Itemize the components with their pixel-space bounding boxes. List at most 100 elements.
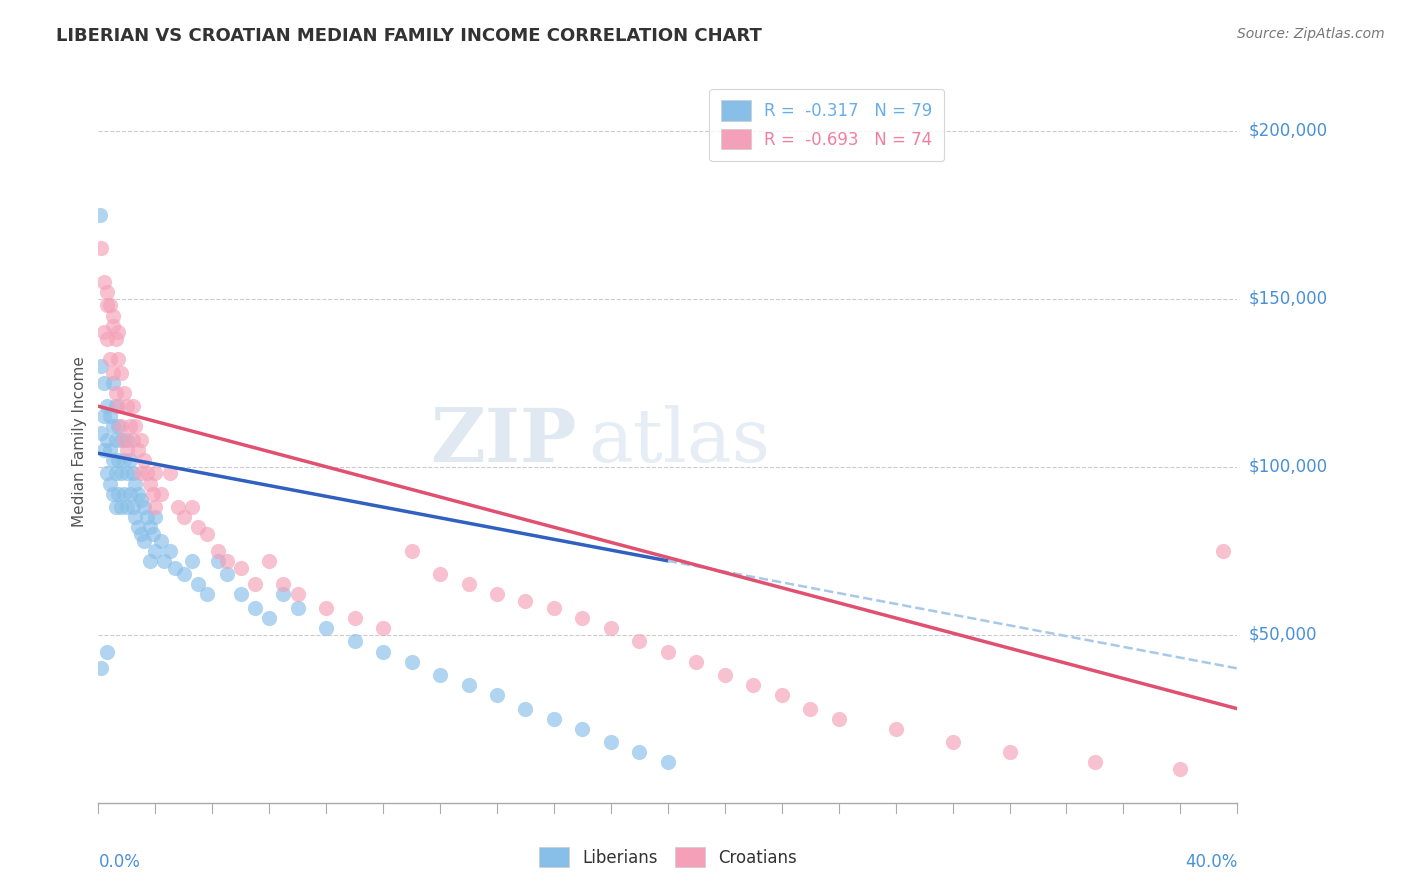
Point bbox=[600, 621, 623, 635]
Point bbox=[287, 600, 309, 615]
Point bbox=[93, 409, 115, 424]
Point bbox=[104, 332, 127, 346]
Point bbox=[98, 442, 121, 457]
Point bbox=[124, 419, 146, 434]
Point bbox=[98, 476, 121, 491]
Point bbox=[104, 385, 127, 400]
Text: $200,000: $200,000 bbox=[1249, 121, 1327, 140]
Point bbox=[135, 510, 157, 524]
Point bbox=[127, 520, 149, 534]
Point bbox=[129, 467, 152, 481]
Point bbox=[118, 453, 141, 467]
Point bbox=[145, 500, 167, 514]
Text: $50,000: $50,000 bbox=[1249, 626, 1317, 644]
Point bbox=[112, 486, 135, 500]
Point bbox=[138, 476, 160, 491]
Point bbox=[96, 298, 118, 312]
Point bbox=[1170, 762, 1192, 776]
Point bbox=[115, 399, 138, 413]
Point bbox=[118, 486, 141, 500]
Point bbox=[107, 352, 129, 367]
Point bbox=[571, 722, 593, 736]
Point bbox=[118, 419, 141, 434]
Text: ZIP: ZIP bbox=[430, 405, 576, 478]
Point bbox=[207, 543, 229, 558]
Point bbox=[1084, 756, 1107, 770]
Point bbox=[115, 467, 138, 481]
Point bbox=[543, 600, 565, 615]
Point bbox=[229, 560, 252, 574]
Point bbox=[828, 712, 851, 726]
Point bbox=[96, 399, 118, 413]
Point bbox=[373, 644, 395, 658]
Point bbox=[429, 567, 451, 582]
Point bbox=[600, 735, 623, 749]
Point bbox=[124, 510, 146, 524]
Point bbox=[141, 486, 163, 500]
Point bbox=[104, 500, 127, 514]
Point bbox=[150, 486, 173, 500]
Point bbox=[229, 587, 252, 601]
Point bbox=[145, 543, 167, 558]
Text: LIBERIAN VS CROATIAN MEDIAN FAMILY INCOME CORRELATION CHART: LIBERIAN VS CROATIAN MEDIAN FAMILY INCOM… bbox=[56, 27, 762, 45]
Point bbox=[101, 309, 124, 323]
Point bbox=[107, 326, 129, 340]
Point bbox=[215, 554, 238, 568]
Text: atlas: atlas bbox=[588, 405, 770, 478]
Point bbox=[121, 433, 143, 447]
Point bbox=[93, 376, 115, 390]
Point bbox=[132, 500, 155, 514]
Point bbox=[129, 493, 152, 508]
Point bbox=[243, 600, 266, 615]
Point bbox=[98, 298, 121, 312]
Point bbox=[107, 399, 129, 413]
Point bbox=[515, 594, 537, 608]
Point bbox=[112, 453, 135, 467]
Point bbox=[101, 486, 124, 500]
Point bbox=[259, 554, 281, 568]
Point bbox=[628, 634, 651, 648]
Point bbox=[287, 587, 309, 601]
Point bbox=[96, 285, 118, 299]
Point bbox=[159, 467, 181, 481]
Point bbox=[215, 567, 238, 582]
Point bbox=[98, 409, 121, 424]
Point bbox=[121, 467, 143, 481]
Text: $150,000: $150,000 bbox=[1249, 290, 1327, 308]
Point bbox=[96, 644, 118, 658]
Point bbox=[141, 527, 163, 541]
Point bbox=[101, 376, 124, 390]
Point bbox=[401, 655, 423, 669]
Point bbox=[129, 433, 152, 447]
Point bbox=[90, 661, 112, 675]
Point bbox=[195, 527, 218, 541]
Point bbox=[104, 399, 127, 413]
Point bbox=[138, 520, 160, 534]
Point bbox=[259, 611, 281, 625]
Point bbox=[145, 467, 167, 481]
Point bbox=[124, 476, 146, 491]
Point bbox=[135, 467, 157, 481]
Point bbox=[112, 385, 135, 400]
Point bbox=[315, 621, 337, 635]
Point bbox=[187, 577, 209, 591]
Point bbox=[110, 433, 132, 447]
Point bbox=[942, 735, 965, 749]
Point bbox=[110, 366, 132, 380]
Point bbox=[457, 577, 479, 591]
Point bbox=[173, 510, 195, 524]
Point bbox=[132, 533, 155, 548]
Point bbox=[98, 352, 121, 367]
Point bbox=[273, 577, 295, 591]
Point bbox=[429, 668, 451, 682]
Point bbox=[998, 745, 1021, 759]
Point bbox=[138, 554, 160, 568]
Point bbox=[742, 678, 765, 692]
Point bbox=[110, 467, 132, 481]
Legend: Liberians, Croatians: Liberians, Croatians bbox=[533, 840, 803, 874]
Point bbox=[515, 702, 537, 716]
Point bbox=[543, 712, 565, 726]
Y-axis label: Median Family Income: Median Family Income bbox=[72, 356, 87, 527]
Point bbox=[657, 644, 679, 658]
Point bbox=[173, 567, 195, 582]
